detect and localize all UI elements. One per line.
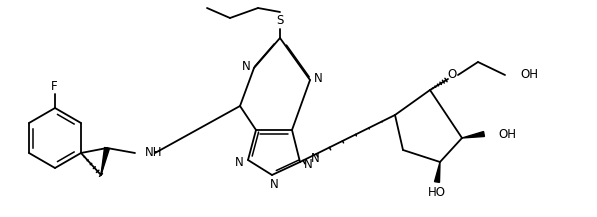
Text: S: S bbox=[276, 13, 284, 26]
Polygon shape bbox=[435, 162, 440, 182]
Polygon shape bbox=[101, 148, 109, 175]
Text: N: N bbox=[310, 151, 319, 164]
Text: N: N bbox=[235, 156, 244, 168]
Text: OH: OH bbox=[520, 69, 538, 82]
Text: N: N bbox=[313, 71, 322, 84]
Text: HO: HO bbox=[428, 186, 446, 199]
Text: F: F bbox=[51, 79, 57, 92]
Polygon shape bbox=[462, 132, 484, 138]
Text: N: N bbox=[304, 158, 312, 171]
Text: NH: NH bbox=[145, 146, 162, 159]
Text: O: O bbox=[447, 69, 457, 82]
Text: N: N bbox=[242, 59, 250, 72]
Text: N: N bbox=[270, 178, 278, 191]
Text: OH: OH bbox=[498, 128, 516, 140]
